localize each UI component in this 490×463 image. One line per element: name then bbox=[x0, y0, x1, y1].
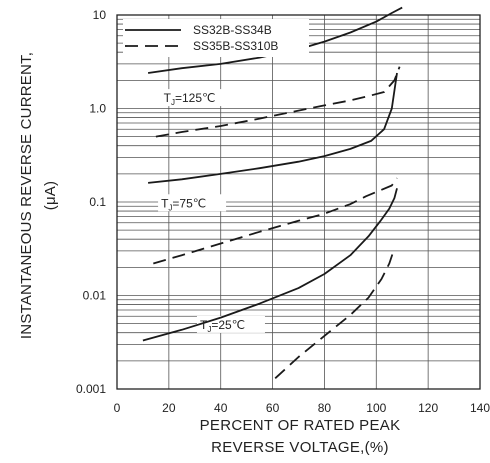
y-axis-label-line-2: (μA) bbox=[41, 180, 59, 210]
y-tick-label: 1.0 bbox=[89, 102, 106, 116]
legend-label: SS32B-SS34B bbox=[193, 23, 272, 37]
x-tick-label: 80 bbox=[318, 401, 332, 415]
annotation-bg bbox=[158, 194, 227, 212]
y-tick-label: 10 bbox=[93, 8, 107, 22]
x-tick-label: 120 bbox=[418, 401, 438, 415]
x-tick-label: 20 bbox=[162, 401, 176, 415]
annotation-bg bbox=[160, 89, 229, 107]
x-axis-label-line-2: REVERSE VOLTAGE,(%) bbox=[211, 439, 389, 456]
legend-label: SS35B-SS310B bbox=[193, 39, 278, 53]
series-line-1 bbox=[147, 6, 403, 74]
annotation-label: TJ=25℃ bbox=[200, 318, 245, 334]
annotation-label: TJ=125℃ bbox=[164, 91, 216, 107]
y-tick-label: 0.001 bbox=[76, 382, 106, 396]
legend-bg bbox=[123, 19, 309, 57]
series-line-5 bbox=[142, 188, 398, 342]
series-line-4 bbox=[153, 177, 398, 265]
x-tick-label: 100 bbox=[366, 401, 386, 415]
x-tick-label: 0 bbox=[114, 401, 121, 415]
series-line-6 bbox=[274, 248, 396, 379]
plot-frame bbox=[116, 14, 481, 390]
y-tick-label: 0.01 bbox=[83, 289, 107, 303]
x-tick-label: 40 bbox=[214, 401, 228, 415]
series-line-2 bbox=[155, 66, 401, 138]
x-axis-label-line-1: PERCENT OF RATED PEAK bbox=[199, 417, 401, 434]
legend: SS32B-SS34B SS35B-SS310B bbox=[123, 19, 309, 57]
annotation-label: TJ=75℃ bbox=[161, 196, 206, 212]
y-tick-label: 0.1 bbox=[89, 195, 106, 209]
series-line-3 bbox=[148, 72, 398, 184]
y-axis-label-line-1: INSTANTANEOUS REVERSE CURRENT, bbox=[17, 51, 35, 339]
x-tick-label: 60 bbox=[266, 401, 280, 415]
x-tick-label: 140 bbox=[470, 401, 490, 415]
y-axis-label: INSTANTANEOUS REVERSE CURRENT, (μA) bbox=[0, 0, 70, 400]
